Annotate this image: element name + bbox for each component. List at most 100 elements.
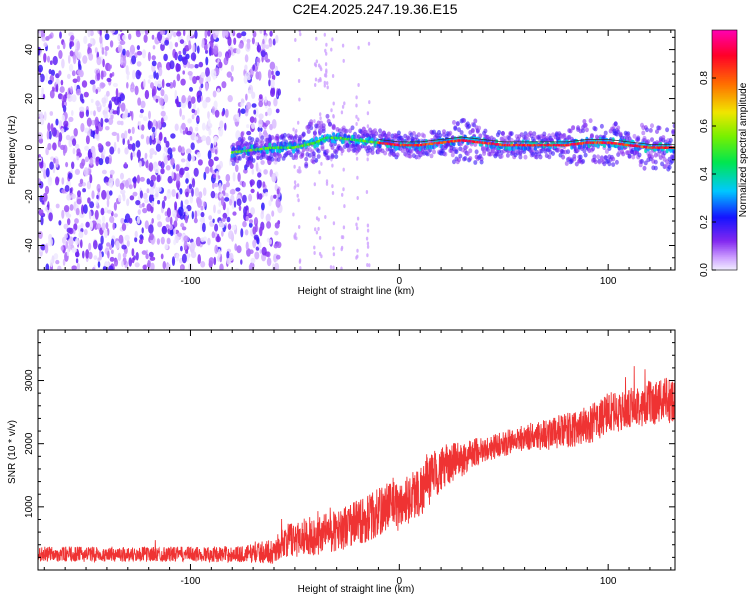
noise-cell (225, 181, 230, 188)
noise-cell (97, 188, 101, 193)
streak-cell (294, 232, 297, 237)
noise-cell (109, 169, 115, 175)
colorbar-cell (712, 250, 737, 253)
noise-cell (66, 194, 71, 201)
x-tick-label: -100 (180, 276, 200, 287)
noise-cell (180, 158, 186, 163)
streak-cell (298, 258, 302, 263)
noise-cell (194, 30, 198, 39)
noise-cell (162, 261, 167, 270)
x-tick-label: 100 (600, 276, 617, 287)
colorbar-cell (712, 226, 737, 229)
noise-cell (132, 177, 137, 183)
noise-cell (267, 107, 272, 116)
noise-cell (174, 123, 179, 131)
noise-cell (167, 189, 171, 194)
noise-cell (138, 238, 144, 245)
noise-cell (83, 91, 89, 98)
signal-halo-cell (631, 154, 636, 160)
noise-cell (137, 209, 141, 215)
streak-cell (323, 80, 326, 85)
signal-band-cell (330, 138, 335, 144)
noise-cell (155, 143, 162, 152)
noise-cell (238, 43, 244, 49)
colorbar-cell (712, 156, 737, 159)
noise-cell (45, 147, 49, 156)
noise-cell (185, 191, 189, 198)
streak-cell (332, 265, 335, 270)
noise-cell (47, 201, 50, 211)
noise-cell (38, 74, 41, 84)
noise-cell (179, 39, 185, 44)
noise-cell (128, 33, 132, 40)
noise-cell (254, 107, 259, 118)
noise-cell (129, 195, 135, 201)
noise-cell (75, 143, 80, 149)
noise-cell (150, 262, 155, 270)
noise-cell (222, 212, 228, 219)
streak-cell (343, 101, 346, 106)
signal-halo-cell (653, 165, 658, 171)
colorbar-cell (712, 178, 737, 181)
noise-cell (146, 178, 151, 185)
noise-cell (151, 60, 157, 67)
signal-halo-cell (655, 129, 659, 135)
streak-cell (332, 114, 335, 118)
signal-halo-cell (532, 131, 537, 137)
signal-halo-cell (505, 153, 510, 158)
noise-cell (188, 64, 195, 69)
noise-cell (104, 33, 110, 41)
noise-cell (230, 76, 234, 82)
noise-cell (165, 140, 170, 148)
colorbar-tick-label: 0.0 (699, 263, 710, 277)
noise-cell (156, 174, 161, 183)
noise-cell (212, 182, 215, 189)
noise-cell (108, 158, 112, 165)
noise-cell (120, 56, 124, 66)
signal-halo-cell (408, 153, 413, 159)
noise-cell (240, 102, 245, 107)
noise-cell (148, 110, 151, 120)
noise-cell (207, 118, 211, 127)
streak-cell (340, 266, 343, 270)
streak-cell (294, 38, 297, 42)
noise-cell (218, 201, 222, 207)
noise-cell (90, 98, 94, 103)
noise-cell (196, 210, 201, 217)
streak-cell (318, 170, 321, 175)
noise-cell (122, 252, 127, 258)
noise-cell (148, 74, 154, 80)
noise-cell (213, 135, 219, 143)
noise-cell (92, 266, 96, 270)
noise-cell (240, 108, 246, 114)
signal-halo-cell (428, 147, 433, 153)
signal-band-cell (665, 148, 669, 154)
noise-cell (169, 60, 175, 70)
noise-cell (62, 258, 66, 266)
noise-cell (53, 157, 56, 164)
noise-cell (159, 30, 166, 35)
noise-cell (62, 105, 67, 113)
noise-cell (274, 230, 279, 236)
noise-cell (207, 150, 212, 160)
noise-cell (190, 142, 195, 150)
noise-cell (119, 40, 126, 45)
noise-cell (87, 197, 91, 204)
colorbar-cell (712, 112, 737, 115)
noise-cell (108, 117, 114, 126)
signal-halo-cell (671, 155, 675, 160)
noise-cell (70, 86, 73, 94)
noise-cell (272, 38, 276, 46)
signal-halo-cell (561, 154, 566, 160)
noise-cell (249, 179, 255, 186)
noise-cell (224, 108, 229, 118)
noise-cell (63, 94, 67, 103)
noise-cell (58, 50, 63, 59)
colorbar-cell (712, 58, 737, 61)
signal-band-cell (268, 142, 272, 148)
noise-cell (89, 220, 94, 231)
noise-cell (163, 94, 169, 103)
noise-cell (248, 249, 254, 254)
signal-halo-cell (473, 142, 478, 147)
